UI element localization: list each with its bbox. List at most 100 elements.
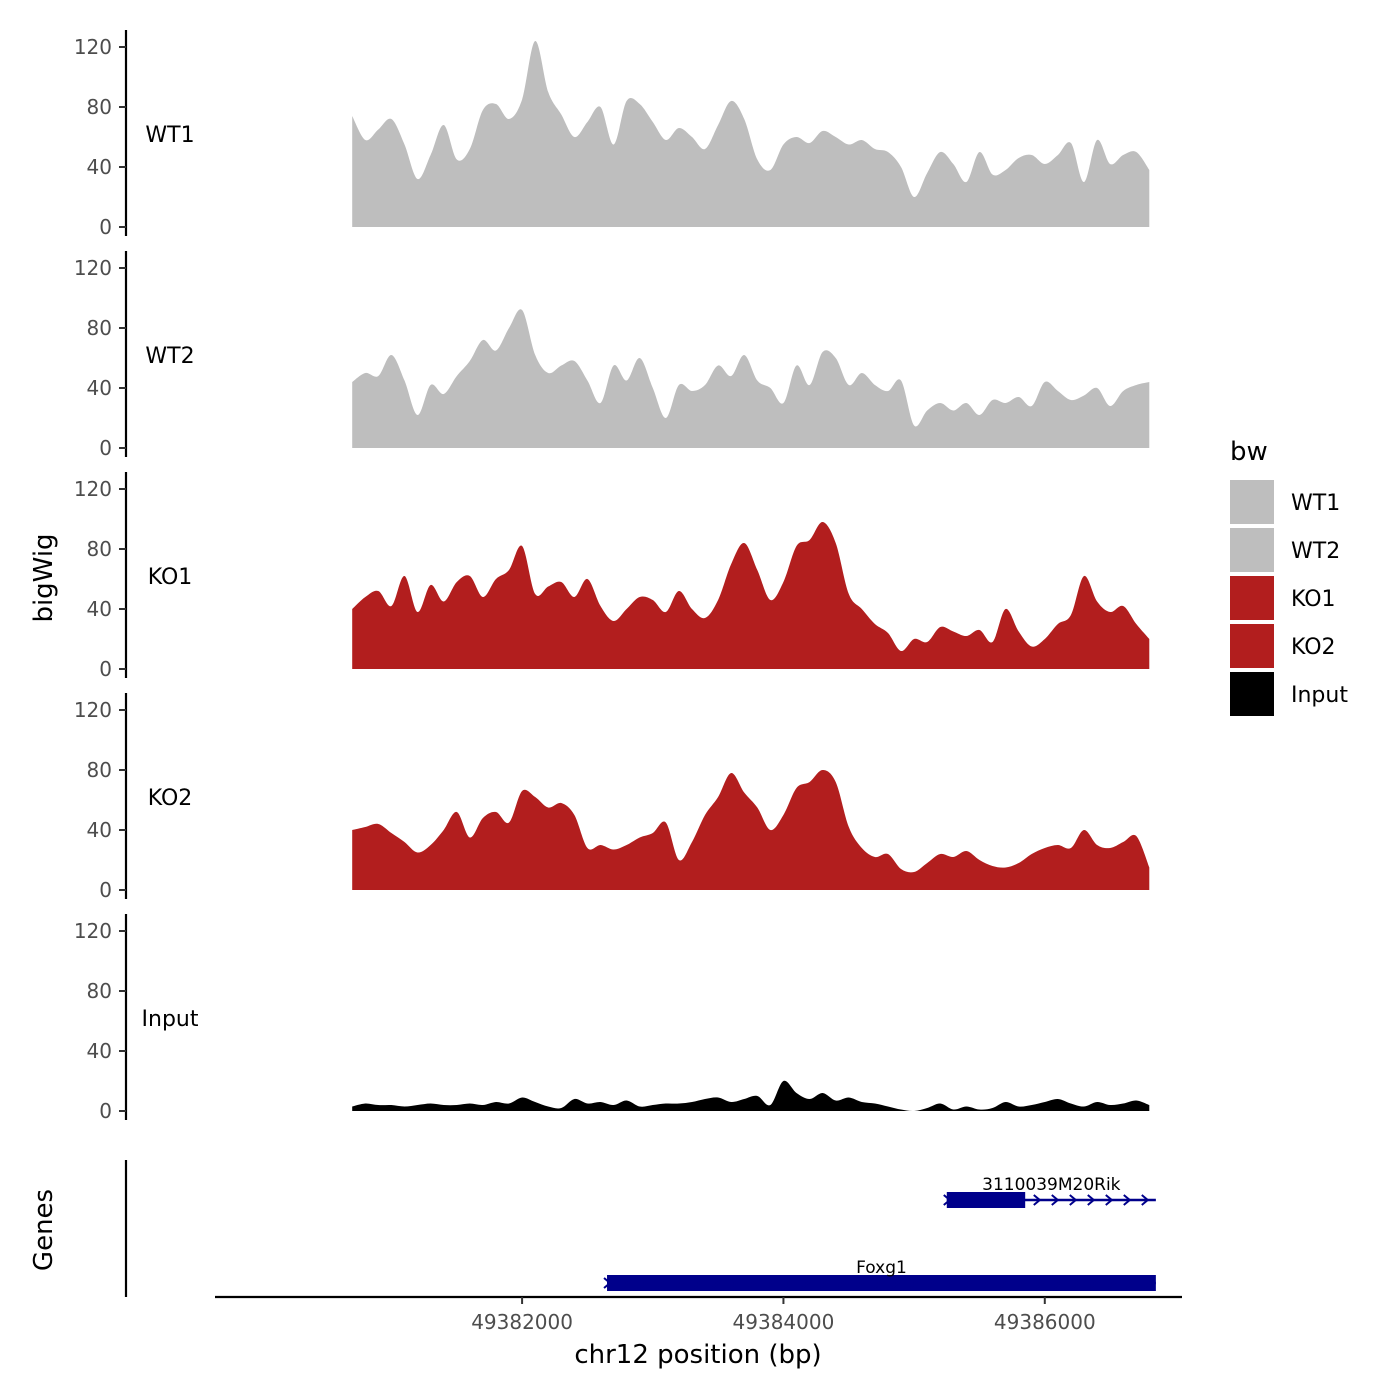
strand-arrow	[1033, 1194, 1042, 1206]
y-tick-label: 40	[87, 1039, 112, 1063]
strand-arrow	[675, 1277, 684, 1289]
strand-arrow	[1123, 1194, 1132, 1206]
strand-arrow	[999, 1277, 1008, 1289]
strand-arrow	[819, 1277, 828, 1289]
gene-label: Foxg1	[856, 1258, 907, 1278]
y-tick-label: 0	[99, 436, 112, 460]
area-ko1	[352, 521, 1150, 669]
x-tick-label: 49386000	[994, 1310, 1096, 1334]
y-tick-label: 40	[87, 818, 112, 842]
x-tick-label: 49382000	[471, 1310, 573, 1334]
x-axis-title: chr12 position (bp)	[574, 1340, 821, 1370]
strand-arrow	[891, 1277, 900, 1289]
strand-arrow	[997, 1194, 1006, 1206]
y-tick-label: 120	[74, 919, 112, 943]
strand-arrow	[1089, 1277, 1098, 1289]
legend-swatch	[1230, 528, 1274, 572]
legend-label: WT2	[1291, 539, 1340, 564]
legend-label: KO2	[1291, 635, 1336, 660]
track-ko2: 0 40 80 120 KO2	[74, 693, 1150, 902]
y-tick-label: 0	[99, 215, 112, 239]
strand-arrow	[873, 1277, 882, 1289]
strand-arrow	[1015, 1194, 1024, 1206]
strand-arrow	[1051, 1194, 1060, 1206]
y-tick-label: 40	[87, 597, 112, 621]
y-tick-label: 0	[99, 1099, 112, 1123]
y-tick-label: 0	[99, 878, 112, 902]
strand-arrow	[1107, 1277, 1116, 1289]
y-tick-label: 40	[87, 376, 112, 400]
gene-foxg1: Foxg1	[603, 1258, 1156, 1291]
track-label-ko2: KO2	[148, 786, 193, 811]
strand-arrow	[961, 1194, 970, 1206]
strand-arrow	[621, 1277, 630, 1289]
y-tick-label: 120	[74, 698, 112, 722]
strand-arrow	[943, 1194, 952, 1206]
gene-label: 3110039M20Rik	[982, 1175, 1121, 1195]
legend-entry-ko1: KO1	[1230, 576, 1336, 620]
strand-arrow	[603, 1277, 612, 1289]
y-tick-label: 80	[87, 758, 112, 782]
strand-arrow	[1143, 1277, 1152, 1289]
y-tick-label: 80	[87, 537, 112, 561]
y-tick-label: 40	[87, 155, 112, 179]
strand-arrow	[927, 1277, 936, 1289]
strand-arrow	[979, 1194, 988, 1206]
y-tick-label: 80	[87, 979, 112, 1003]
x-tick-label: 49384000	[733, 1310, 835, 1334]
legend-swatch	[1230, 576, 1274, 620]
area-wt1	[352, 40, 1150, 227]
track-label-input: Input	[142, 1007, 199, 1032]
x-axis: chr12 position (bp) 49382000 49384000 4938…	[215, 1295, 1182, 1370]
legend-swatch	[1230, 672, 1274, 716]
strand-arrow	[945, 1277, 954, 1289]
y-tick-label: 0	[99, 657, 112, 681]
strand-arrow	[639, 1277, 648, 1289]
strand-arrow	[1087, 1194, 1096, 1206]
strand-arrow	[693, 1277, 702, 1289]
y-tick-label: 80	[87, 95, 112, 119]
legend-entry-wt1: WT1	[1230, 480, 1340, 524]
track-wt1: 0 40 80 120 WT1	[74, 30, 1150, 239]
strand-arrow	[801, 1277, 810, 1289]
area-ko2	[352, 770, 1150, 890]
strand-arrow	[909, 1277, 918, 1289]
strand-arrow	[1071, 1277, 1080, 1289]
track-label-wt2: WT2	[145, 344, 194, 369]
strand-arrow	[1141, 1194, 1150, 1206]
strand-arrow	[1105, 1194, 1114, 1206]
gene-3110039m20rik: 3110039M20Rik	[943, 1175, 1156, 1208]
strand-arrow	[981, 1277, 990, 1289]
legend-entry-ko2: KO2	[1230, 624, 1336, 668]
strand-arrow	[963, 1277, 972, 1289]
legend-entry-input: Input	[1230, 672, 1348, 716]
strand-arrow	[711, 1277, 720, 1289]
strand-arrow	[1125, 1277, 1134, 1289]
legend-label: KO1	[1291, 587, 1336, 612]
legend-entry-wt2: WT2	[1230, 528, 1340, 572]
y-tick-label: 120	[74, 256, 112, 280]
legend-swatch	[1230, 480, 1274, 524]
legend-label: WT1	[1291, 491, 1340, 516]
genes-panel-title: Genes	[29, 1189, 59, 1271]
strand-arrow	[657, 1277, 666, 1289]
track-label-wt1: WT1	[145, 123, 194, 148]
legend-label: Input	[1291, 683, 1348, 708]
strand-arrow	[783, 1277, 792, 1289]
track-label-ko1: KO1	[148, 565, 193, 590]
y-tick-label: 120	[74, 477, 112, 501]
strand-arrow	[1035, 1277, 1044, 1289]
strand-arrow	[1069, 1194, 1078, 1206]
strand-arrow	[855, 1277, 864, 1289]
coverage-tracks: 0 40 80 120 WT1 0 40 80 120 WT2 0 40 80 120 KO1 0 40 80 12…	[74, 30, 1150, 1123]
y-axis-title-group: bigWig	[29, 533, 59, 622]
strand-arrow	[837, 1277, 846, 1289]
track-ko1: 0 40 80 120 KO1	[74, 472, 1150, 681]
strand-arrow	[1017, 1277, 1026, 1289]
y-tick-label: 120	[74, 35, 112, 59]
strand-arrow	[765, 1277, 774, 1289]
area-input	[352, 1080, 1150, 1112]
strand-arrow	[729, 1277, 738, 1289]
legend-swatch	[1230, 624, 1274, 668]
